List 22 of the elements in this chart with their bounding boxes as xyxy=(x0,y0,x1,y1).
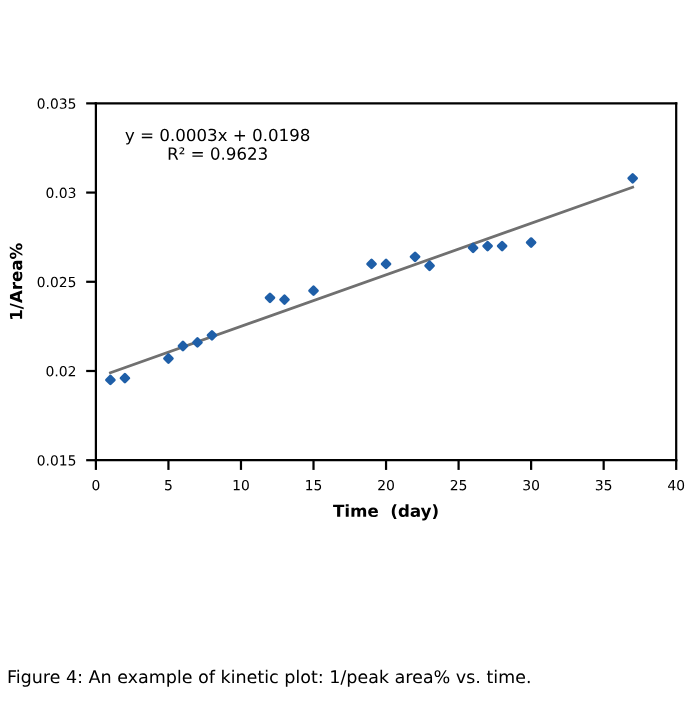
point xyxy=(627,172,638,184)
point xyxy=(525,237,537,248)
point xyxy=(279,294,290,305)
point xyxy=(467,242,479,254)
x-axis-title: Time (day) xyxy=(333,504,438,521)
point xyxy=(308,285,319,297)
annotation: y = 0.0003x + 0.0198 R² = 0.9623 xyxy=(125,128,310,160)
y-axis-title: 1/Area% xyxy=(9,243,24,319)
point xyxy=(206,329,218,341)
point xyxy=(163,353,174,364)
point xyxy=(366,258,377,270)
point xyxy=(496,240,508,252)
point xyxy=(119,372,131,384)
point xyxy=(482,240,493,252)
point xyxy=(409,251,421,263)
point xyxy=(105,374,116,386)
caption: Figure 4: An example of kinetic plot: 1/peak area% vs. time. xyxy=(8,669,530,687)
point xyxy=(424,260,435,272)
point xyxy=(192,337,203,348)
point xyxy=(380,258,392,270)
point xyxy=(264,292,276,304)
point xyxy=(177,340,189,352)
